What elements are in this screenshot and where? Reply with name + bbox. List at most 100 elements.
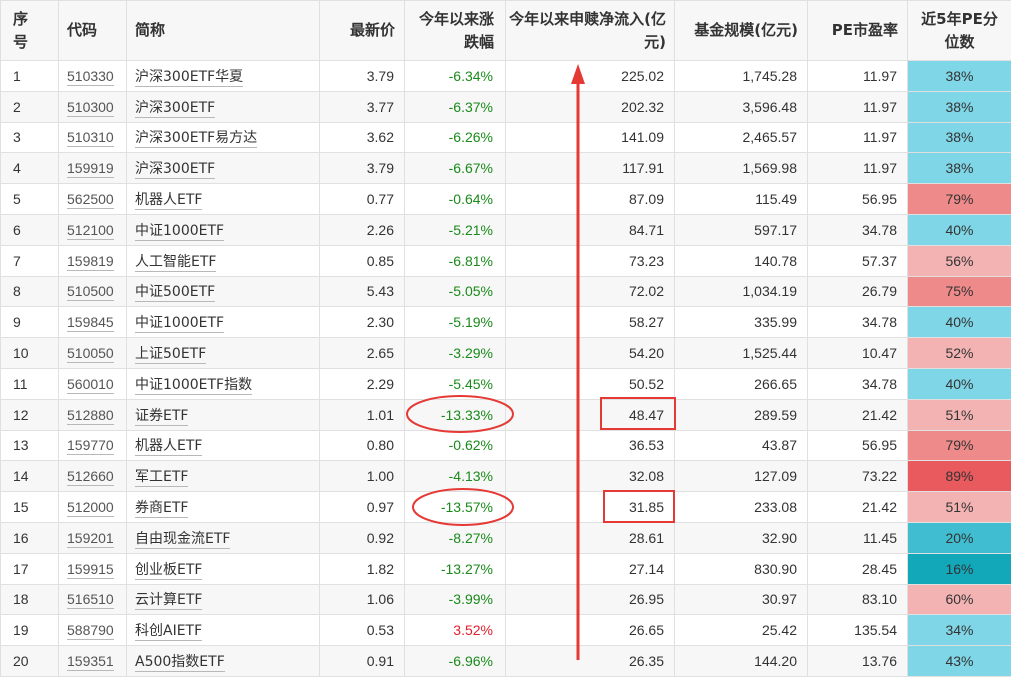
name-link[interactable]: 中证1000ETF <box>135 315 225 334</box>
code-link[interactable]: 512100 <box>67 221 114 240</box>
code-link[interactable]: 516510 <box>67 591 114 610</box>
code-link[interactable]: 512880 <box>67 406 114 425</box>
header-price[interactable]: 最新价 <box>319 0 405 61</box>
cell-name[interactable]: 机器人ETF <box>126 429 320 462</box>
cell-name[interactable]: 中证500ETF <box>126 275 320 308</box>
name-link[interactable]: 中证1000ETF <box>135 222 225 241</box>
table-row[interactable]: 3 510310 沪深300ETF易方达 3.62 -6.26% 141.09 2,465.… <box>0 121 1011 154</box>
code-link[interactable]: 510310 <box>67 129 114 148</box>
table-row[interactable]: 2 510300 沪深300ETF 3.77 -6.37% 202.32 3,596.48 1… <box>0 90 1011 123</box>
code-link[interactable]: 510300 <box>67 98 114 117</box>
name-link[interactable]: 中证500ETF <box>135 284 216 303</box>
name-link[interactable]: 证券ETF <box>135 407 189 426</box>
table-row[interactable]: 16 159201 自由现金流ETF 0.92 -8.27% 28.61 32.90 11.4… <box>0 521 1011 554</box>
table-row[interactable]: 12 512880 证券ETF 1.01 -13.33% 48.47 289.59 21.42… <box>0 398 1011 431</box>
cell-code[interactable]: 512880 <box>58 398 127 431</box>
header-fund-size[interactable]: 基金规模(亿元) <box>674 0 808 61</box>
code-link[interactable]: 512660 <box>67 468 114 487</box>
cell-code[interactable]: 512660 <box>58 460 127 493</box>
header-code[interactable]: 代码 <box>58 0 127 61</box>
cell-code[interactable]: 159819 <box>58 244 127 277</box>
cell-code[interactable]: 159201 <box>58 521 127 554</box>
code-link[interactable]: 588790 <box>67 622 114 641</box>
cell-code[interactable]: 510050 <box>58 337 127 369</box>
code-link[interactable]: 159845 <box>67 314 114 333</box>
name-link[interactable]: 军工ETF <box>135 469 189 488</box>
table-row[interactable]: 8 510500 中证500ETF 5.43 -5.05% 72.02 1,034.19 26… <box>0 275 1011 308</box>
cell-code[interactable]: 510310 <box>58 121 127 154</box>
cell-name[interactable]: 云计算ETF <box>126 583 320 616</box>
name-link[interactable]: 沪深300ETF <box>135 99 216 118</box>
table-row[interactable]: 20 159351 A500指数ETF 0.91 -6.96% 26.35 144.20 13… <box>0 645 1011 677</box>
name-link[interactable]: 沪深300ETF <box>135 161 216 180</box>
name-link[interactable]: 机器人ETF <box>135 438 203 457</box>
cell-name[interactable]: 科创AIETF <box>126 614 320 647</box>
header-pe[interactable]: PE市盈率 <box>807 0 908 61</box>
name-link[interactable]: 机器人ETF <box>135 192 203 211</box>
cell-name[interactable]: 自由现金流ETF <box>126 521 320 554</box>
header-pe-pct[interactable]: 近5年PE分位数 <box>907 0 1011 61</box>
cell-name[interactable]: 上证50ETF <box>126 337 320 369</box>
table-row[interactable]: 4 159919 沪深300ETF 3.79 -6.67% 117.91 1,569.98 1… <box>0 152 1011 185</box>
code-link[interactable]: 159770 <box>67 437 114 456</box>
code-link[interactable]: 510050 <box>67 345 114 364</box>
name-link[interactable]: 云计算ETF <box>135 592 203 611</box>
cell-name[interactable]: 券商ETF <box>126 491 320 523</box>
table-row[interactable]: 13 159770 机器人ETF 0.80 -0.62% 36.53 43.87 56.95 7… <box>0 429 1011 462</box>
table-row[interactable]: 11 560010 中证1000ETF指数 2.29 -5.45% 50.52 266.65… <box>0 367 1011 400</box>
code-link[interactable]: 159915 <box>67 560 114 579</box>
name-link[interactable]: 人工智能ETF <box>135 253 217 272</box>
table-row[interactable]: 15 512000 券商ETF 0.97 -13.57% 31.85 233.08 21.42… <box>0 491 1011 523</box>
cell-code[interactable]: 510330 <box>58 60 127 92</box>
code-link[interactable]: 159819 <box>67 252 114 271</box>
code-link[interactable]: 510330 <box>67 67 114 86</box>
cell-name[interactable]: 军工ETF <box>126 460 320 493</box>
cell-code[interactable]: 516510 <box>58 583 127 616</box>
cell-name[interactable]: A500指数ETF <box>126 645 320 677</box>
table-row[interactable]: 10 510050 上证50ETF 2.65 -3.29% 54.20 1,525.44 10… <box>0 337 1011 369</box>
cell-code[interactable]: 159845 <box>58 306 127 339</box>
header-seq[interactable]: 序号 <box>0 0 59 61</box>
cell-name[interactable]: 中证1000ETF指数 <box>126 367 320 400</box>
cell-code[interactable]: 562500 <box>58 183 127 215</box>
table-row[interactable]: 17 159915 创业板ETF 1.82 -13.27% 27.14 830.90 28.4… <box>0 552 1011 585</box>
name-link[interactable]: 创业板ETF <box>135 561 203 580</box>
cell-name[interactable]: 沪深300ETF华夏 <box>126 60 320 92</box>
table-row[interactable]: 7 159819 人工智能ETF 0.85 -6.81% 73.23 140.78 57.37… <box>0 244 1011 277</box>
name-link[interactable]: 上证50ETF <box>135 346 207 365</box>
name-link[interactable]: A500指数ETF <box>135 654 225 673</box>
cell-name[interactable]: 机器人ETF <box>126 183 320 215</box>
table-row[interactable]: 5 562500 机器人ETF 0.77 -0.64% 87.09 115.49 56.95 7… <box>0 183 1011 215</box>
table-row[interactable]: 9 159845 中证1000ETF 2.30 -5.19% 58.27 335.99 34.… <box>0 306 1011 339</box>
cell-name[interactable]: 中证1000ETF <box>126 213 320 246</box>
table-row[interactable]: 18 516510 云计算ETF 1.06 -3.99% 26.95 30.97 83.10 6… <box>0 583 1011 616</box>
cell-code[interactable]: 159770 <box>58 429 127 462</box>
code-link[interactable]: 510500 <box>67 283 114 302</box>
header-ytd-change[interactable]: 今年以来涨跌幅 <box>404 0 506 61</box>
name-link[interactable]: 沪深300ETF华夏 <box>135 68 244 87</box>
cell-code[interactable]: 159915 <box>58 552 127 585</box>
cell-name[interactable]: 创业板ETF <box>126 552 320 585</box>
cell-code[interactable]: 512000 <box>58 491 127 523</box>
code-link[interactable]: 560010 <box>67 375 114 394</box>
header-ytd-flow[interactable]: 今年以来申赎净流入(亿元) <box>505 0 675 61</box>
name-link[interactable]: 沪深300ETF易方达 <box>135 130 258 149</box>
table-row[interactable]: 1 510330 沪深300ETF华夏 3.79 -6.34% 225.02 1,745.2… <box>0 60 1011 92</box>
cell-name[interactable]: 沪深300ETF <box>126 152 320 185</box>
name-link[interactable]: 自由现金流ETF <box>135 530 231 549</box>
code-link[interactable]: 159201 <box>67 529 114 548</box>
cell-name[interactable]: 沪深300ETF <box>126 90 320 123</box>
table-row[interactable]: 19 588790 科创AIETF 0.53 3.52% 26.65 25.42 135.54… <box>0 614 1011 647</box>
cell-name[interactable]: 证券ETF <box>126 398 320 431</box>
cell-name[interactable]: 中证1000ETF <box>126 306 320 339</box>
cell-code[interactable]: 159351 <box>58 645 127 677</box>
name-link[interactable]: 中证1000ETF指数 <box>135 376 253 395</box>
cell-name[interactable]: 人工智能ETF <box>126 244 320 277</box>
cell-name[interactable]: 沪深300ETF易方达 <box>126 121 320 154</box>
code-link[interactable]: 562500 <box>67 191 114 210</box>
header-name[interactable]: 简称 <box>126 0 320 61</box>
cell-code[interactable]: 512100 <box>58 213 127 246</box>
table-row[interactable]: 14 512660 军工ETF 1.00 -4.13% 32.08 127.09 73.22 8… <box>0 460 1011 493</box>
cell-code[interactable]: 510300 <box>58 90 127 123</box>
cell-code[interactable]: 588790 <box>58 614 127 647</box>
